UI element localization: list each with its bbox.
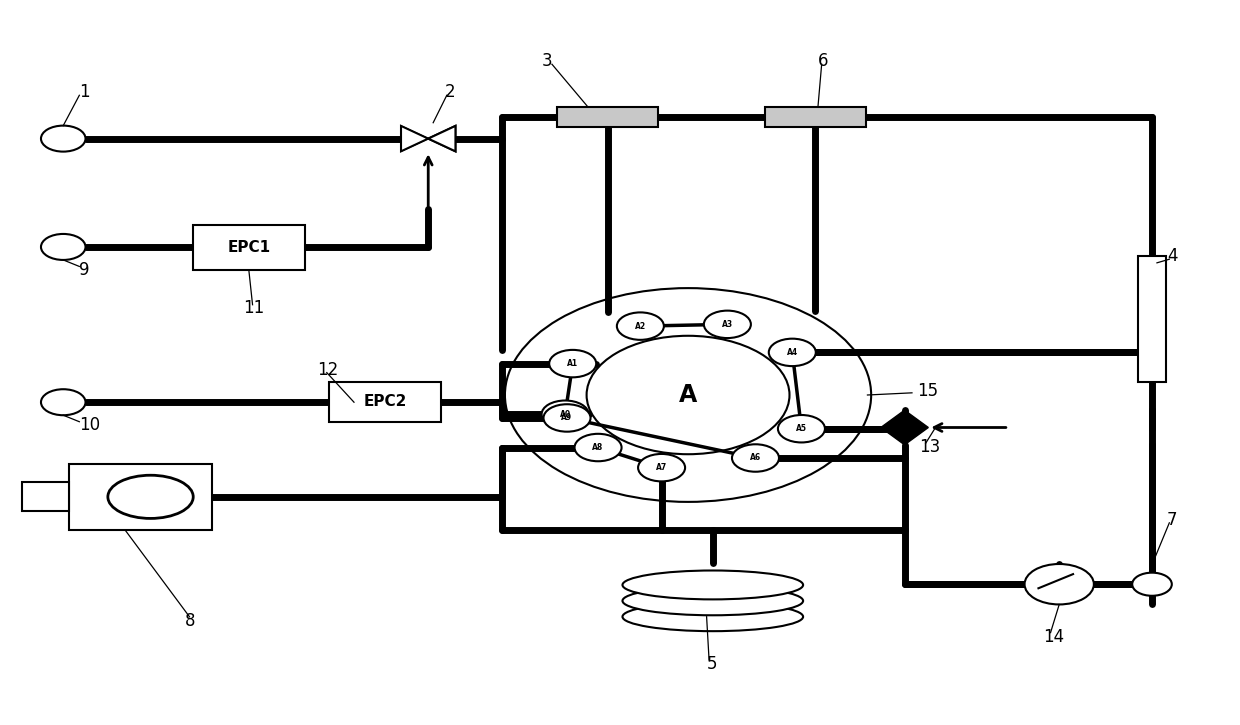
Ellipse shape <box>622 602 804 631</box>
Circle shape <box>1132 573 1172 596</box>
Circle shape <box>769 339 816 366</box>
Text: A: A <box>680 383 697 407</box>
Bar <box>330 382 440 422</box>
Polygon shape <box>401 126 428 152</box>
Text: 12: 12 <box>317 361 339 378</box>
Text: 13: 13 <box>919 438 941 456</box>
Circle shape <box>574 434 621 461</box>
Bar <box>557 107 658 127</box>
Bar <box>69 463 212 530</box>
Polygon shape <box>401 126 428 152</box>
Text: A8: A8 <box>593 443 604 452</box>
Text: 14: 14 <box>1043 628 1064 646</box>
Text: 15: 15 <box>916 382 937 400</box>
Circle shape <box>616 312 663 340</box>
Text: A3: A3 <box>722 320 733 329</box>
Circle shape <box>639 454 684 481</box>
Circle shape <box>587 336 790 455</box>
Circle shape <box>704 310 751 338</box>
Circle shape <box>543 405 590 431</box>
Polygon shape <box>880 410 929 445</box>
Bar <box>22 482 69 511</box>
Text: 1: 1 <box>79 83 91 101</box>
Text: A2: A2 <box>635 322 646 331</box>
Text: 8: 8 <box>185 612 195 630</box>
Text: 3: 3 <box>542 51 553 70</box>
Text: A5: A5 <box>796 424 807 434</box>
Polygon shape <box>428 126 455 152</box>
Text: 7: 7 <box>1167 511 1177 529</box>
Text: 5: 5 <box>707 655 717 674</box>
Bar <box>1138 256 1166 382</box>
Bar <box>765 107 867 127</box>
Circle shape <box>549 350 596 377</box>
Text: 10: 10 <box>79 416 100 434</box>
Text: 2: 2 <box>444 83 455 101</box>
Polygon shape <box>428 126 455 152</box>
Text: EPC1: EPC1 <box>227 240 270 254</box>
Text: 11: 11 <box>243 299 264 318</box>
Text: A9: A9 <box>562 413 573 423</box>
Text: A7: A7 <box>656 463 667 472</box>
Circle shape <box>542 400 589 428</box>
Ellipse shape <box>622 571 804 600</box>
Circle shape <box>1024 564 1094 605</box>
Circle shape <box>777 415 825 442</box>
Text: 9: 9 <box>79 261 89 279</box>
Ellipse shape <box>622 587 804 616</box>
Text: 4: 4 <box>1167 247 1177 265</box>
Circle shape <box>732 444 779 472</box>
Text: EPC2: EPC2 <box>363 394 407 410</box>
Circle shape <box>41 389 86 415</box>
Text: A0: A0 <box>559 410 570 419</box>
Text: A6: A6 <box>750 454 761 463</box>
Text: 6: 6 <box>818 51 828 70</box>
Bar <box>193 225 305 270</box>
Circle shape <box>41 234 86 260</box>
Circle shape <box>41 125 86 152</box>
Text: A1: A1 <box>567 359 578 368</box>
Text: A4: A4 <box>786 348 797 357</box>
